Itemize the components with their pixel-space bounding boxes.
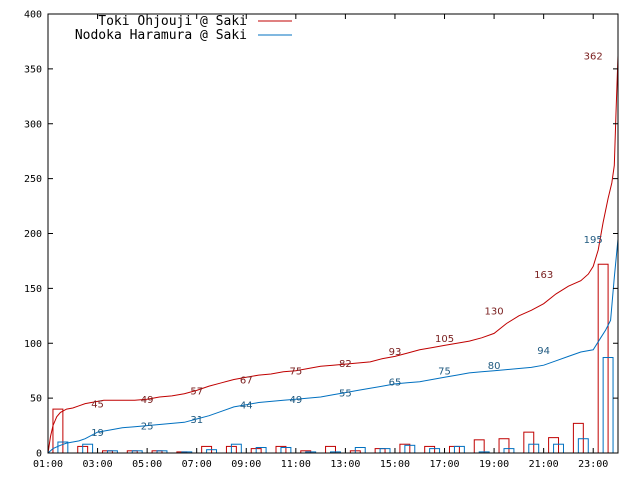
hourly-bar bbox=[473, 439, 485, 454]
y-tick-label: 400 bbox=[24, 10, 42, 21]
data-label: 105 bbox=[435, 334, 454, 345]
x-tick-label: 15:00 bbox=[380, 459, 410, 470]
data-label: 49 bbox=[141, 395, 154, 406]
y-tick-label: 50 bbox=[30, 394, 42, 405]
hourly-bars bbox=[52, 263, 614, 454]
data-label: 75 bbox=[438, 367, 451, 378]
legend-label: Nodoka Haramura @ Saki bbox=[75, 28, 247, 43]
plot-frame bbox=[47, 13, 619, 454]
series-line bbox=[47, 55, 619, 454]
y-tick-label: 200 bbox=[24, 229, 42, 240]
x-tick-label: 01:00 bbox=[33, 459, 63, 470]
y-tick-label: 250 bbox=[24, 174, 42, 185]
x-axis: 01:00 03:00 05:00 07:00 09:00 11:00 13:00 15:00… bbox=[33, 14, 608, 470]
data-label: 93 bbox=[389, 347, 402, 358]
data-label: 195 bbox=[584, 235, 603, 246]
data-label: 82 bbox=[339, 359, 352, 370]
y-axis: 0 50 100 150 200 250 300 350 400 bbox=[24, 10, 618, 460]
data-label: 75 bbox=[289, 367, 302, 378]
data-label: 49 bbox=[289, 395, 302, 406]
data-label: 45 bbox=[91, 400, 104, 411]
x-tick-label: 13:00 bbox=[330, 459, 360, 470]
data-label: 25 bbox=[141, 422, 154, 433]
data-label: 55 bbox=[339, 389, 352, 400]
x-tick-label: 05:00 bbox=[132, 459, 162, 470]
x-tick-label: 11:00 bbox=[281, 459, 311, 470]
data-labels: 45 49 57 67 75 82 93 105 130 163 362 19 25 31 44 49 55 65… bbox=[91, 52, 603, 439]
data-label: 44 bbox=[240, 401, 253, 412]
x-tick-label: 19:00 bbox=[479, 459, 509, 470]
data-label: 19 bbox=[91, 428, 104, 439]
x-tick-label: 17:00 bbox=[429, 459, 459, 470]
data-label: 57 bbox=[190, 386, 203, 397]
y-tick-label: 0 bbox=[36, 449, 42, 460]
y-tick-label: 300 bbox=[24, 119, 42, 130]
data-label: 31 bbox=[190, 415, 203, 426]
x-tick-label: 21:00 bbox=[529, 459, 559, 470]
data-label: 65 bbox=[389, 378, 402, 389]
cumulative-lines bbox=[47, 55, 619, 454]
x-tick-label: 23:00 bbox=[578, 459, 608, 470]
data-label: 130 bbox=[485, 306, 504, 317]
legend-label: Toki Onjouji @ Saki bbox=[98, 14, 247, 29]
x-tick-label: 03:00 bbox=[83, 459, 113, 470]
y-tick-label: 150 bbox=[24, 284, 42, 295]
series-line bbox=[47, 238, 619, 454]
data-label: 163 bbox=[534, 270, 553, 281]
x-tick-label: 09:00 bbox=[231, 459, 261, 470]
data-label: 94 bbox=[537, 346, 550, 357]
y-tick-label: 350 bbox=[24, 64, 42, 75]
data-label: 67 bbox=[240, 375, 253, 386]
x-tick-label: 07:00 bbox=[182, 459, 212, 470]
y-tick-label: 100 bbox=[24, 339, 42, 350]
data-label: 80 bbox=[488, 361, 501, 372]
data-label: 362 bbox=[584, 52, 603, 63]
